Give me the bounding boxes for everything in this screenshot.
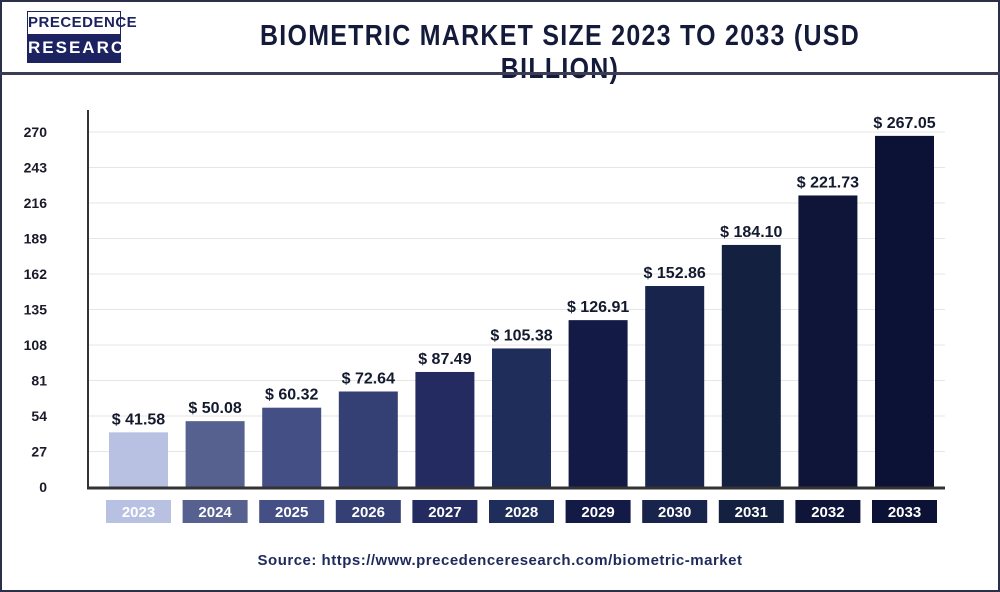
x-label-box <box>718 500 784 523</box>
x-tick-label: 2025 <box>275 504 308 521</box>
bar-2025 <box>262 407 322 487</box>
y-tick-label: 135 <box>24 302 48 318</box>
x-tick-label: 2029 <box>581 504 614 521</box>
data-label: $ 184.10 <box>720 224 782 241</box>
y-tick-label: 162 <box>24 266 48 282</box>
x-tick-label: 2033 <box>888 504 921 521</box>
x-label-box <box>565 500 631 523</box>
x-tick-label: 2026 <box>352 504 385 521</box>
bar-2030 <box>645 286 705 487</box>
x-label-box <box>872 500 937 523</box>
data-label: $ 50.08 <box>188 400 241 417</box>
bar-2027 <box>415 371 475 487</box>
data-label: $ 267.05 <box>873 115 935 132</box>
x-label-box <box>489 500 554 523</box>
y-tick-label: 27 <box>31 444 47 460</box>
x-label-box <box>795 500 861 523</box>
logo-line-2: RESEARCH <box>28 34 137 62</box>
data-label: $ 152.86 <box>644 265 706 282</box>
x-tick-label: 2023 <box>122 504 155 521</box>
header-divider <box>0 72 1000 75</box>
x-label-box <box>642 500 708 523</box>
y-tick-label: 270 <box>24 124 48 140</box>
x-label-box <box>335 500 401 523</box>
y-tick-label: 216 <box>24 195 48 211</box>
data-label: $ 72.64 <box>342 370 395 387</box>
bar-2023 <box>109 432 168 487</box>
bar-2024 <box>185 421 245 487</box>
y-tick-label: 243 <box>24 160 48 176</box>
y-tick-label: 0 <box>39 479 47 495</box>
data-label: $ 221.73 <box>797 174 859 191</box>
x-tick-label: 2028 <box>505 504 538 521</box>
bar-2028 <box>492 348 551 487</box>
data-label: $ 41.58 <box>112 411 165 428</box>
bar-2029 <box>568 320 628 487</box>
x-label-box <box>412 500 478 523</box>
data-label: $ 105.38 <box>490 327 552 344</box>
x-tick-label: 2024 <box>198 504 232 521</box>
x-tick-label: 2027 <box>428 504 461 521</box>
x-tick-label: 2031 <box>735 504 768 521</box>
bar-2031 <box>721 244 781 487</box>
y-tick-label: 108 <box>24 337 48 353</box>
precedence-research-logo: PRECEDENCE RESEARCH <box>27 11 137 63</box>
data-label: $ 126.91 <box>567 299 629 316</box>
x-label-box <box>182 500 248 523</box>
bar-2033 <box>875 135 934 487</box>
data-label: $ 60.32 <box>265 387 318 404</box>
logo-line-1: PRECEDENCE <box>28 12 137 34</box>
y-tick-label: 81 <box>31 373 47 389</box>
x-tick-label: 2030 <box>658 504 691 521</box>
x-label-box <box>259 500 325 523</box>
bar-2026 <box>338 391 398 487</box>
bar-2032 <box>798 195 858 487</box>
y-tick-label: 189 <box>24 231 48 247</box>
x-label-box <box>106 500 171 523</box>
y-tick-label: 54 <box>31 408 47 424</box>
source-text: Source: https://www.precedenceresearch.c… <box>257 552 743 569</box>
x-tick-label: 2032 <box>811 504 844 521</box>
data-label: $ 87.49 <box>418 351 471 368</box>
chart-title: BIOMETRIC MARKET SIZE 2023 TO 2033 (USD … <box>259 20 861 85</box>
